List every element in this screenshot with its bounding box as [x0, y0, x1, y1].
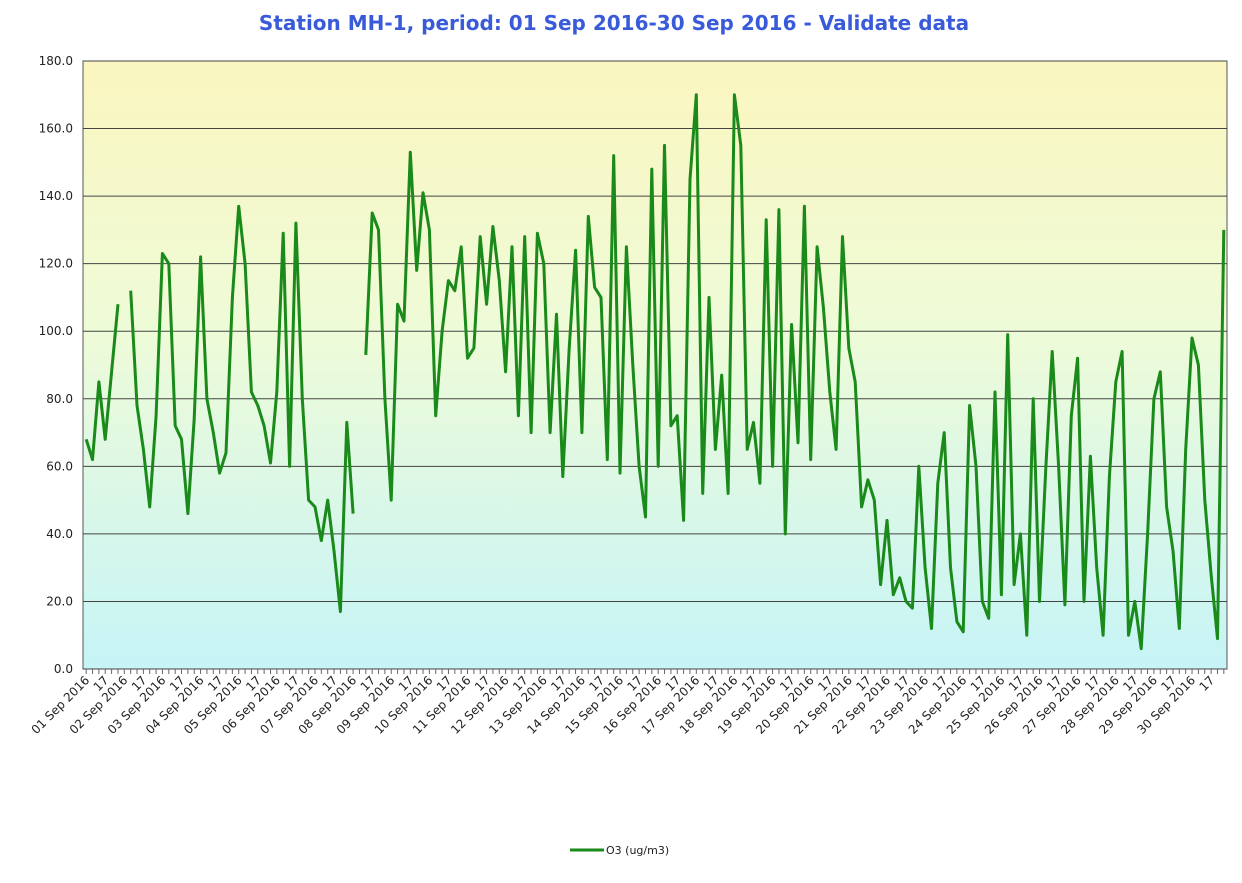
- legend-label: O3 (ug/m3): [606, 844, 669, 857]
- data-line: [84, 93, 1226, 651]
- y-tick-label: 100.0: [39, 324, 73, 338]
- y-tick-label: 80.0: [46, 392, 73, 406]
- y-tick-label: 120.0: [39, 257, 73, 271]
- y-tick-label: 180.0: [39, 54, 73, 68]
- y-tick-label: 60.0: [46, 459, 73, 473]
- y-tick-label: 20.0: [46, 594, 73, 608]
- y-tick-label: 160.0: [39, 122, 73, 136]
- y-tick-label: 40.0: [46, 527, 73, 541]
- chart-title: Station MH-1, period: 01 Sep 2016-30 Sep…: [259, 11, 969, 35]
- y-tick-label: 140.0: [39, 189, 73, 203]
- x-tick-label: 17: [1197, 673, 1218, 694]
- y-tick-label: 0.0: [54, 662, 73, 676]
